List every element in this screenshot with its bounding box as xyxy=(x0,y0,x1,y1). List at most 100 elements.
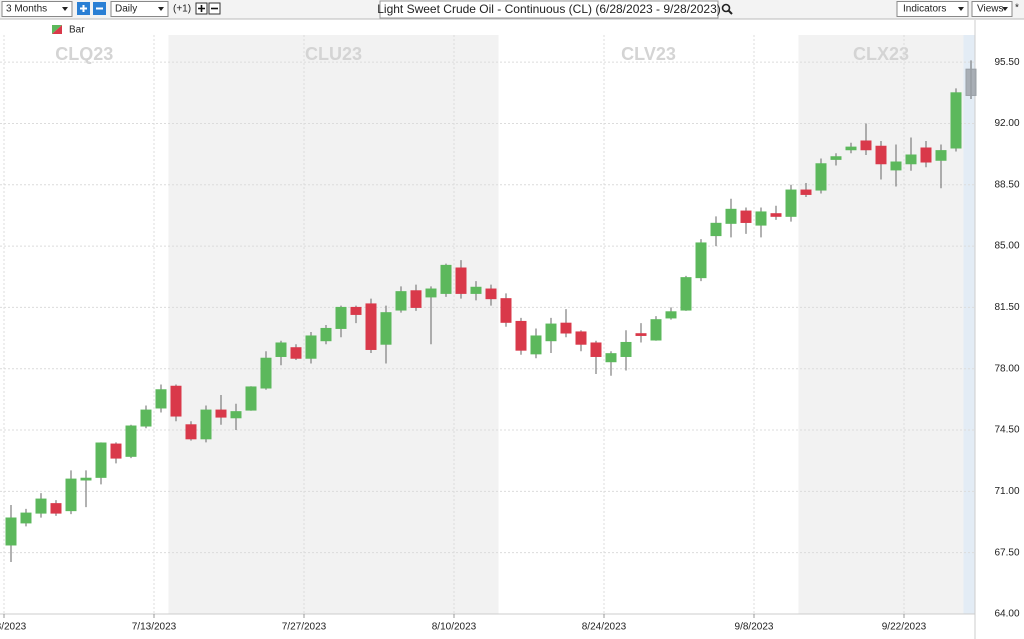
candle-body xyxy=(275,342,287,357)
candle-body xyxy=(875,145,887,165)
candle-body xyxy=(740,210,752,223)
y-tick-label: 78.00 xyxy=(994,363,1019,374)
candle-body xyxy=(920,147,932,163)
candle-body xyxy=(50,503,62,514)
x-tick-label: 7/27/2023 xyxy=(282,622,327,633)
candle-body xyxy=(395,291,407,311)
candle-body xyxy=(590,342,602,357)
candle-body xyxy=(695,242,707,279)
period-shade xyxy=(798,35,964,614)
x-tick-label: 9/22/2023 xyxy=(882,622,927,633)
x-tick-label: 8/10/2023 xyxy=(432,622,477,633)
views-text: Views xyxy=(977,4,1004,15)
candle-body xyxy=(605,353,617,363)
y-tick-label: 71.00 xyxy=(994,486,1019,497)
candle-body xyxy=(230,411,242,419)
candle-body xyxy=(575,331,587,345)
candle-body xyxy=(770,213,782,217)
candle-body xyxy=(80,477,92,481)
dropdown-arrow xyxy=(158,7,164,11)
candle-body xyxy=(260,357,272,389)
x-tick-label: 9/8/2023 xyxy=(735,622,774,633)
symbol-box[interactable] xyxy=(379,0,719,19)
candle-body xyxy=(470,286,482,294)
search-icon[interactable] xyxy=(721,3,731,13)
candle-body xyxy=(110,443,122,459)
legend-icon xyxy=(52,25,62,34)
y-tick-label: 85.00 xyxy=(994,241,1019,252)
indicators-select[interactable] xyxy=(896,1,969,17)
candle-body xyxy=(515,320,527,351)
candle-body xyxy=(200,409,212,440)
candle-body xyxy=(125,425,137,457)
y-tick-label: 92.00 xyxy=(994,118,1019,129)
candle-body xyxy=(335,306,347,329)
candle-body xyxy=(560,322,572,334)
plot: CLQ23 CLU23 CLV23 CLX23 64.00 67.50 71.00 74.50… xyxy=(0,20,1020,639)
interval-select[interactable] xyxy=(110,1,169,17)
candle-body xyxy=(860,140,872,151)
candle-body xyxy=(140,409,152,427)
candle-body xyxy=(305,335,317,359)
y-tick-label: 64.00 xyxy=(994,609,1019,620)
candle-body xyxy=(5,517,17,546)
period-label: CLX23 xyxy=(853,44,909,64)
plus-icon xyxy=(198,5,205,12)
y-tick-label: 88.50 xyxy=(994,179,1019,190)
y-tick-label: 81.50 xyxy=(994,302,1019,313)
candle-body xyxy=(365,303,377,350)
candle-body xyxy=(185,424,197,440)
indicators-text: Indicators xyxy=(903,4,946,15)
period-label: CLU23 xyxy=(305,44,362,64)
candle-body xyxy=(350,306,362,315)
candle-body xyxy=(710,222,722,237)
candle-body xyxy=(290,347,302,359)
candle-body xyxy=(380,312,392,345)
candle-body xyxy=(650,319,662,341)
candle-body xyxy=(455,267,467,294)
candle-body xyxy=(20,512,32,524)
candle-body xyxy=(215,409,227,418)
candle-body xyxy=(800,189,812,195)
candle-body xyxy=(35,498,47,514)
candle-body xyxy=(905,154,917,165)
views-select[interactable] xyxy=(971,1,1013,17)
dropdown-arrow xyxy=(1002,7,1008,11)
candle-body xyxy=(830,156,842,160)
candle-body xyxy=(410,290,422,308)
candle-body xyxy=(95,442,107,478)
dropdown-arrow xyxy=(62,7,68,11)
range-select[interactable] xyxy=(1,1,73,17)
period-label: CLQ23 xyxy=(55,44,113,64)
candle-body xyxy=(725,208,737,224)
candle-body xyxy=(530,335,542,355)
candle-body xyxy=(665,311,677,319)
x-tick-label: 7/13/2023 xyxy=(132,622,177,633)
candle-body xyxy=(935,150,947,161)
plus-icon xyxy=(80,5,87,12)
star: * xyxy=(1015,3,1019,14)
legend-label: Bar xyxy=(69,25,85,36)
candle-body xyxy=(785,189,797,217)
y-tick-label: 74.50 xyxy=(994,425,1019,436)
candle-body xyxy=(635,333,647,336)
x-tick-label: 6/28/2023 xyxy=(0,622,27,633)
candle-body xyxy=(485,288,497,300)
candle-body xyxy=(680,277,692,311)
range-text: 3 Months xyxy=(6,4,47,15)
offset-text: (+1) xyxy=(173,4,191,15)
period-label: CLV23 xyxy=(621,44,676,64)
candle-body xyxy=(170,385,182,417)
interval-text: Daily xyxy=(115,4,137,15)
candle-body xyxy=(965,68,977,96)
dropdown-arrow xyxy=(958,7,964,11)
candle-body xyxy=(815,163,827,191)
candle-body xyxy=(620,341,632,357)
candle-body xyxy=(845,146,857,151)
y-tick-label: 67.50 xyxy=(994,547,1019,558)
period-shade xyxy=(168,35,499,614)
candle-body xyxy=(425,288,437,298)
toolbar: 3 Months Daily (+1) Light Sweet Crude Oi… xyxy=(0,0,1024,20)
chart-title: Light Sweet Crude Oil - Continuous (CL) … xyxy=(377,2,721,16)
